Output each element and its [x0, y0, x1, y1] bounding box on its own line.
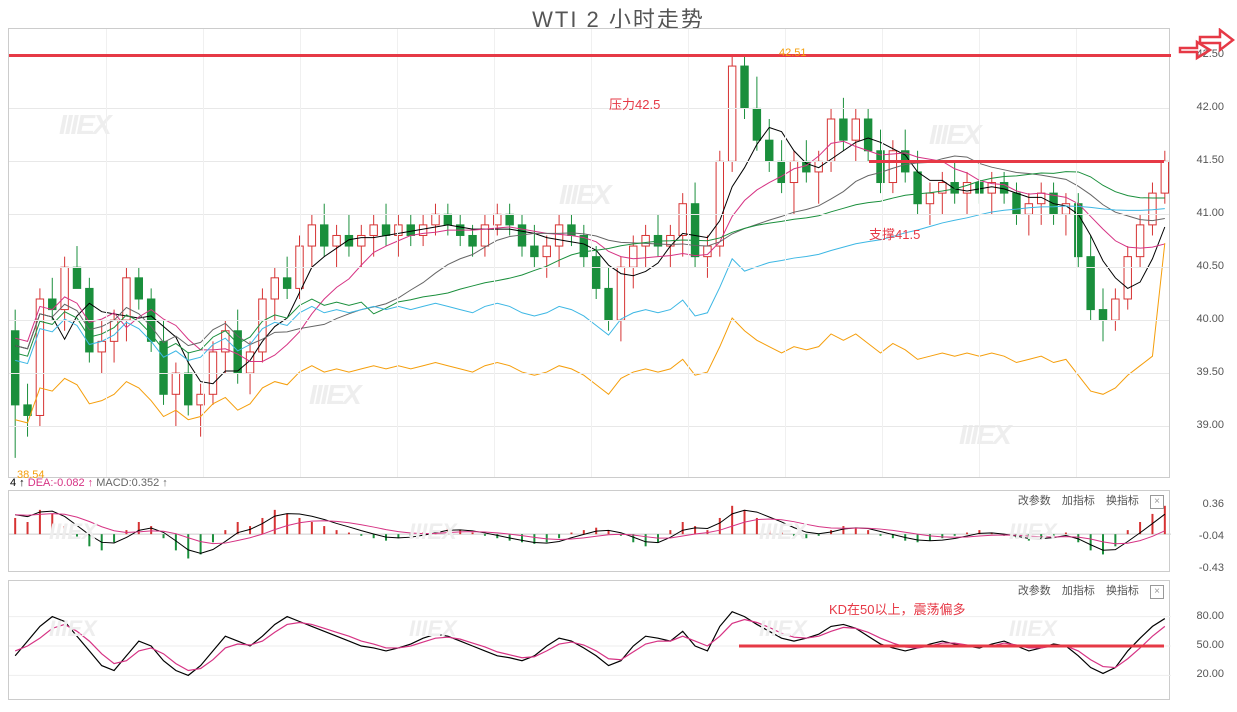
- svg-text:IIIEX: IIIEX: [759, 519, 808, 544]
- macd-y-label: 0.36: [1203, 498, 1224, 510]
- chart-annotation: 42.51: [779, 47, 807, 59]
- kd-close-icon[interactable]: ×: [1150, 585, 1164, 599]
- kd-edit-params[interactable]: 改参数: [1018, 585, 1051, 597]
- macd-panel-header: 改参数 加指标 换指标 ×: [1010, 492, 1164, 509]
- svg-text:IIIEX: IIIEX: [409, 616, 458, 641]
- kd-panel-header: 改参数 加指标 换指标 ×: [1010, 582, 1164, 599]
- chart-annotation: 压力42.5: [609, 94, 660, 113]
- macd-y-label: -0.04: [1199, 530, 1224, 542]
- kd-y-label: 80.00: [1196, 610, 1224, 622]
- kd-y-axis: 20.00 50.00 80.00: [1171, 580, 1229, 700]
- kd-panel[interactable]: 改参数 加指标 换指标 × IIIEX IIIEX IIIEX IIIEX KD在50…: [8, 580, 1170, 700]
- resistance-line: [9, 54, 1171, 57]
- macd-panel[interactable]: 改参数 加指标 换指标 × IIIEX IIIEX IIIEX IIIEX: [8, 490, 1170, 572]
- chart-svg: [9, 29, 1171, 479]
- macd-y-axis: -0.43 -0.04 0.36: [1171, 490, 1229, 572]
- main-candlestick-chart[interactable]: IIIEXIIIEXIIIEXIIIEXIIIEXIIIEX压力42.542.5…: [8, 28, 1170, 478]
- macd-edit-params[interactable]: 改参数: [1018, 495, 1051, 507]
- y-tick-label: 42.00: [1196, 101, 1224, 113]
- kd-y-label: 50.00: [1196, 639, 1224, 651]
- macd-swap-indicator[interactable]: 换指标: [1106, 495, 1139, 507]
- y-tick-label: 39.00: [1196, 419, 1224, 431]
- kd-y-label: 20.00: [1196, 668, 1224, 680]
- svg-text:IIIEX: IIIEX: [49, 519, 98, 544]
- kd-swap-indicator[interactable]: 换指标: [1106, 585, 1139, 597]
- macd-indicator-label: 4 ↑ DEA:-0.082 ↑ MACD:0.352 ↑: [10, 477, 168, 489]
- kd-annotation: KD在50以上，震荡偏多: [829, 599, 966, 618]
- arrow-annotation: [1175, 28, 1235, 76]
- y-tick-label: 40.50: [1196, 260, 1224, 272]
- y-tick-label: 41.00: [1196, 207, 1224, 219]
- svg-text:IIIEX: IIIEX: [759, 616, 808, 641]
- svg-text:IIIEX: IIIEX: [49, 616, 98, 641]
- main-y-axis: 39.0039.5040.0040.5041.0041.5042.0042.50: [1171, 28, 1229, 478]
- macd-y-label: -0.43: [1199, 562, 1224, 574]
- kd-svg: IIIEX IIIEX IIIEX IIIEX: [9, 581, 1171, 701]
- kd-add-indicator[interactable]: 加指标: [1062, 585, 1095, 597]
- y-tick-label: 41.50: [1196, 154, 1224, 166]
- macd-svg: IIIEX IIIEX IIIEX IIIEX: [9, 491, 1171, 573]
- y-tick-label: 39.50: [1196, 366, 1224, 378]
- macd-close-icon[interactable]: ×: [1150, 495, 1164, 509]
- svg-text:IIIEX: IIIEX: [1009, 616, 1058, 641]
- svg-text:IIIEX: IIIEX: [1009, 519, 1058, 544]
- macd-add-indicator[interactable]: 加指标: [1062, 495, 1095, 507]
- svg-text:IIIEX: IIIEX: [409, 519, 458, 544]
- resistance-line: [869, 160, 1164, 163]
- y-tick-label: 40.00: [1196, 313, 1224, 325]
- chart-annotation: 支撑41.5: [869, 224, 920, 243]
